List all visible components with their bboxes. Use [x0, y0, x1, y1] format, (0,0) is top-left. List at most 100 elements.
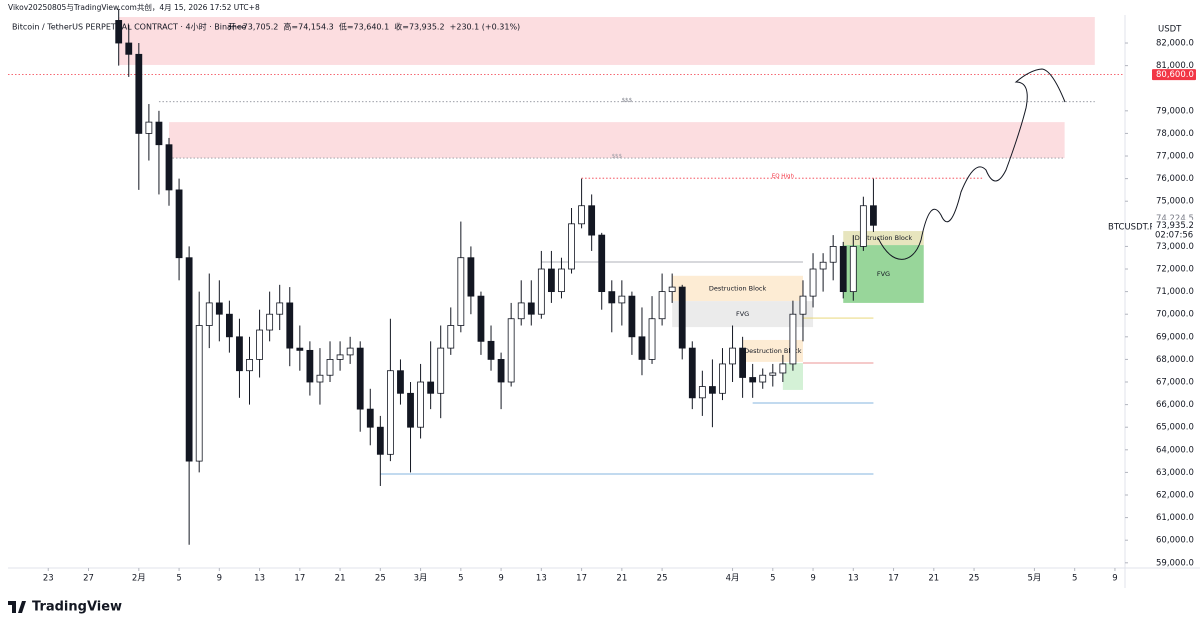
candle-body — [548, 268, 555, 293]
candle-body — [870, 205, 877, 226]
level-label: $$$ — [612, 154, 623, 160]
candle-body — [185, 257, 193, 462]
price-label: 80,600.0 — [1156, 70, 1194, 80]
plot-area: Destruction Block FVG Destruction Block FVG… — [8, 9, 1125, 545]
zone — [118, 17, 1095, 65]
candle-body — [527, 302, 535, 315]
y-tick-label: 77,000.0 — [1156, 152, 1194, 162]
brand: TradingView — [32, 600, 122, 615]
x-tick-label: 17 — [888, 574, 899, 584]
y-tick-label: 64,000.0 — [1156, 445, 1194, 455]
level-label: EQ High — [772, 174, 795, 180]
logo: TradingView — [8, 600, 122, 615]
x-tick-label: 2月 — [132, 574, 146, 584]
candle-body — [729, 347, 736, 365]
x-tick-label: 21 — [928, 574, 939, 584]
x-tick-label: 5 — [176, 574, 181, 584]
y-tick-label: 75,000.0 — [1156, 197, 1194, 207]
candle-body — [789, 313, 797, 365]
y-tick-label: 65,000.0 — [1156, 423, 1194, 433]
candle-body — [628, 295, 636, 338]
candle-body — [437, 347, 445, 394]
x-tick-label: 5 — [1072, 574, 1077, 584]
y-tick-label: 63,000.0 — [1156, 468, 1194, 478]
candle-body — [668, 286, 676, 293]
candle-body — [719, 363, 726, 394]
zone — [782, 363, 803, 390]
x-tick-label: 17 — [576, 574, 587, 584]
candle-body — [346, 347, 354, 356]
zone-label: Destruction Block — [744, 347, 802, 355]
zone — [672, 275, 803, 302]
candle-body — [397, 370, 404, 394]
x-tick-label: 5月 — [1027, 574, 1041, 584]
candle-body — [678, 286, 686, 349]
price-label-box — [1152, 219, 1196, 231]
x-tick-label: 9 — [498, 574, 503, 584]
x-tick-label: 13 — [254, 574, 265, 584]
price-label-box — [1152, 69, 1196, 81]
candle-body — [175, 189, 183, 259]
candle-body — [739, 347, 747, 378]
candle-body — [457, 257, 465, 326]
candle-body — [215, 302, 223, 315]
x-tick-label: 21 — [335, 574, 346, 584]
candle-body — [296, 347, 304, 351]
level-label: $$$ — [622, 97, 633, 103]
candle-body — [598, 234, 606, 293]
y-tick-label: 72,000.0 — [1156, 265, 1194, 275]
y-tick-label: 59,000.0 — [1156, 558, 1194, 568]
x-tick-label: 25 — [969, 574, 980, 584]
candle-body — [839, 246, 847, 293]
candle-body — [467, 257, 475, 297]
candle-body — [447, 325, 455, 349]
y-tick-label: 61,000.0 — [1156, 513, 1194, 523]
x-tick-label: 9 — [1112, 574, 1117, 584]
x-tick-label: 13 — [848, 574, 859, 584]
zone-label: Destruction Block — [709, 284, 767, 292]
zone-label: Destruction Block — [855, 234, 913, 242]
candle-body — [849, 246, 857, 293]
x-tick-label: 5 — [458, 574, 463, 584]
candle-body — [155, 121, 163, 146]
projection-path — [877, 68, 1066, 260]
candle-body — [336, 354, 344, 360]
candle-body — [698, 386, 706, 399]
x-tick-label: 23 — [43, 574, 54, 584]
candle-body — [859, 205, 867, 247]
y-tick-label: 60,000.0 — [1156, 536, 1194, 546]
y-tick-label: 76,000.0 — [1156, 174, 1194, 184]
candle-body — [306, 349, 314, 383]
candle-body — [276, 302, 284, 315]
y-tick-label: 62,000.0 — [1156, 491, 1194, 501]
symbol: BTCUSDT.P — [1108, 223, 1155, 233]
x-tick-label: 25 — [657, 574, 668, 584]
candle-body — [286, 302, 294, 349]
y-tick-label: 82,000.0 — [1156, 39, 1194, 49]
candle-body — [558, 268, 565, 293]
candle-body — [195, 325, 203, 462]
candle-body — [135, 53, 143, 134]
x-tick-label: 17 — [294, 574, 305, 584]
candle-body — [497, 359, 505, 383]
candle-body — [578, 205, 585, 225]
candle-body — [537, 268, 545, 315]
zone — [742, 339, 803, 362]
candle-body — [316, 374, 324, 383]
candle-body — [588, 205, 596, 236]
candle-body — [246, 359, 253, 372]
candle-body — [507, 318, 515, 383]
x-tick-label: 9 — [810, 574, 815, 584]
candle-body — [376, 426, 384, 455]
candle-body — [517, 302, 525, 320]
candle-body — [205, 302, 213, 326]
y-tick-label: 68,000.0 — [1156, 355, 1194, 365]
x-tick-label: 9 — [217, 574, 222, 584]
zone-label: FVG — [877, 270, 890, 278]
candle-body — [266, 313, 274, 331]
x-tick-label: 27 — [83, 574, 94, 584]
candle-body — [759, 374, 767, 383]
countdown: 02:07:56 — [1155, 231, 1193, 241]
